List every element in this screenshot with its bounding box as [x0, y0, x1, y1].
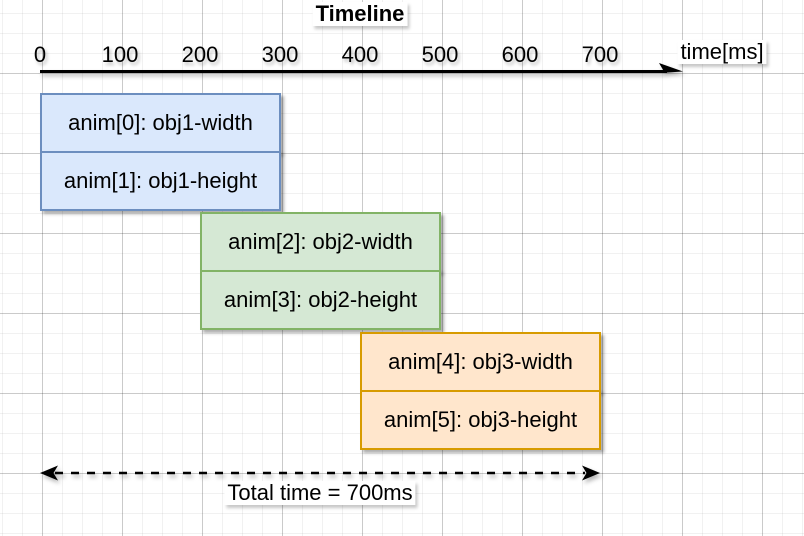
timeline-bar-anim1: anim[1]: obj1-height [40, 151, 281, 211]
axis-tick-500: 500 [421, 42, 459, 67]
axis-tick-200: 200 [181, 42, 219, 67]
timeline-bar-anim3: anim[3]: obj2-height [200, 270, 441, 330]
axis-unit-label: time[ms] [677, 40, 767, 64]
bar-label-anim2: anim[2]: obj2-width [228, 229, 413, 254]
axis-tick-100: 100 [101, 42, 139, 67]
axis-tick-400: 400 [341, 42, 379, 67]
bar-label-anim0: anim[0]: obj1-width [68, 110, 253, 135]
bar-label-anim5: anim[5]: obj3-height [383, 407, 578, 432]
bar-label-anim1: anim[1]: obj1-height [63, 168, 258, 193]
total-time-label: Total time = 700ms [224, 481, 416, 505]
timeline-bar-anim4: anim[4]: obj3-width [360, 332, 601, 392]
axis-tick-600: 600 [501, 42, 539, 67]
timeline-bar-anim2: anim[2]: obj2-width [200, 212, 441, 272]
timeline-bar-anim0: anim[0]: obj1-width [40, 93, 281, 153]
bar-label-anim4: anim[4]: obj3-width [388, 349, 573, 374]
timeline-bar-anim5: anim[5]: obj3-height [360, 390, 601, 450]
bar-label-anim3: anim[3]: obj2-height [223, 287, 418, 312]
total-time-arrow [40, 465, 600, 481]
axis-tick-300: 300 [261, 42, 299, 67]
diagram-title: Timeline [312, 2, 408, 26]
axis-tick-0: 0 [33, 42, 47, 67]
axis-tick-700: 700 [581, 42, 619, 67]
